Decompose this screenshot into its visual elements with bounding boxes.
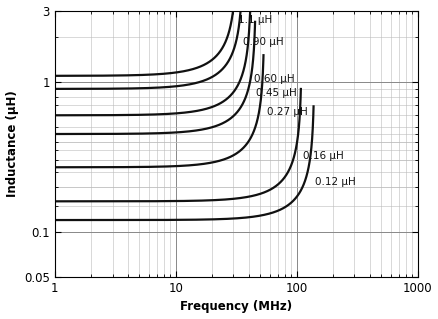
Text: 0.16 μH: 0.16 μH [303,151,343,161]
Text: 0.45 μH: 0.45 μH [256,88,297,98]
Text: 0.12 μH: 0.12 μH [315,177,356,187]
Text: 0.27 μH: 0.27 μH [267,107,308,117]
Text: 0.60 μH: 0.60 μH [254,74,294,84]
Text: 1.1 μH: 1.1 μH [238,15,273,25]
X-axis label: Frequency (MHz): Frequency (MHz) [180,300,292,314]
Text: 0.90 μH: 0.90 μH [243,37,284,47]
Y-axis label: Inductance (μH): Inductance (μH) [6,90,18,197]
